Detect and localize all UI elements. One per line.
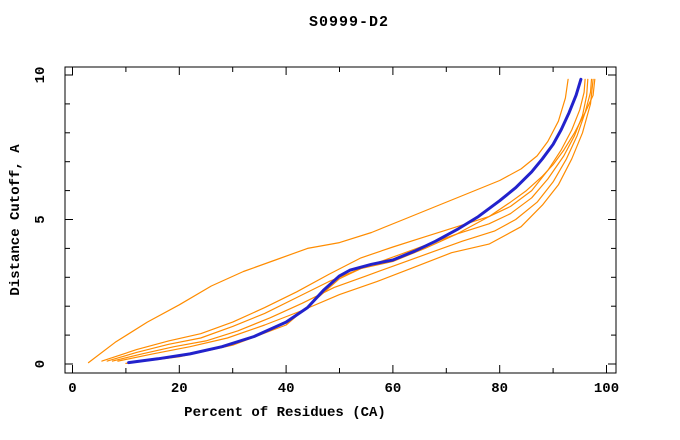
y-tick-label: 0 (33, 360, 49, 368)
y-tick-label: 5 (33, 215, 49, 223)
axis-ticks (65, 67, 616, 373)
x-tick-label: 100 (594, 381, 619, 397)
x-tick-label: 60 (384, 381, 401, 397)
x-tick-label: 80 (491, 381, 508, 397)
x-tick-label: 0 (68, 381, 76, 397)
series-model-outlier (87, 78, 569, 364)
y-tick-label: 10 (33, 67, 49, 84)
y-axis-label: Distance Cutoff, A (8, 144, 24, 296)
x-axis-label: Percent of Residues (CA) (184, 405, 386, 421)
series-model-3 (106, 78, 589, 362)
series-model-6 (125, 78, 596, 364)
chart-title: S0999-D2 (309, 14, 389, 31)
plot-series (87, 77, 596, 365)
plot-border (64, 66, 617, 374)
series-model-4 (111, 78, 593, 362)
x-tick-label: 20 (171, 381, 188, 397)
axis-tick-labels: 0 20 40 60 80 100 0 5 10 (33, 67, 619, 397)
series-model-2 (101, 78, 586, 362)
series-highlighted-model (127, 77, 583, 365)
x-tick-label: 40 (278, 381, 295, 397)
series-model-5 (117, 78, 594, 362)
